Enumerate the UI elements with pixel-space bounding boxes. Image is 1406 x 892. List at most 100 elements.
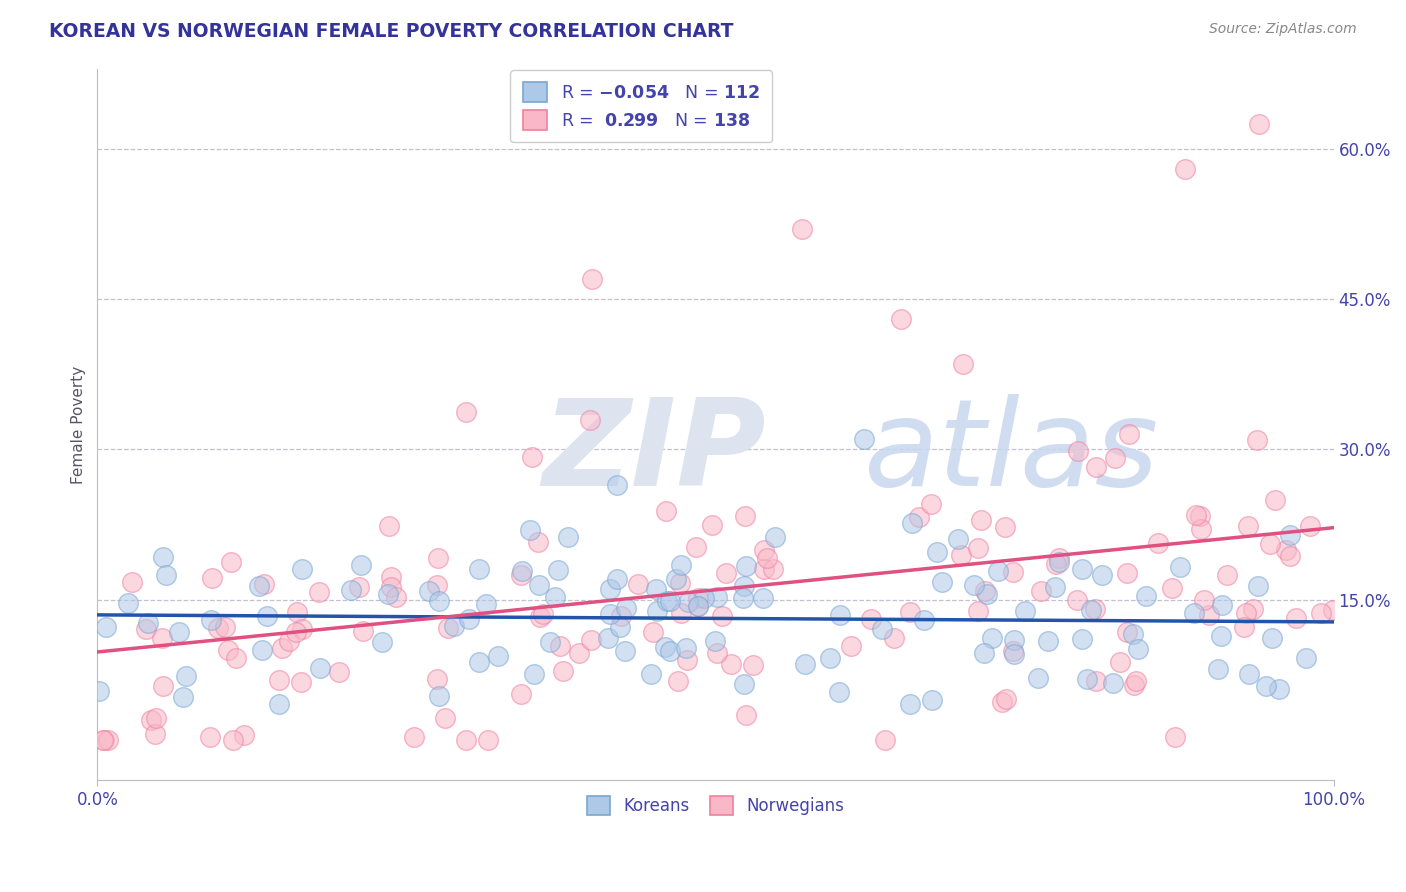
Point bbox=[1310, 606, 1333, 620]
Point bbox=[688, 599, 710, 614]
Point bbox=[214, 620, 236, 634]
Point bbox=[93, 733, 115, 747]
Point bbox=[222, 733, 245, 747]
Point bbox=[285, 625, 308, 640]
Point bbox=[693, 591, 716, 606]
Point bbox=[908, 510, 931, 524]
Point bbox=[925, 545, 948, 559]
Point bbox=[931, 575, 953, 590]
Point bbox=[96, 620, 118, 634]
Point bbox=[606, 477, 628, 491]
Point bbox=[270, 640, 292, 655]
Point bbox=[1045, 580, 1067, 594]
Point bbox=[921, 693, 943, 707]
Point bbox=[1049, 555, 1071, 569]
Point bbox=[1233, 619, 1256, 633]
Point bbox=[1267, 681, 1289, 696]
Point bbox=[658, 594, 681, 608]
Point bbox=[685, 540, 707, 554]
Point bbox=[994, 692, 1017, 706]
Text: atlas: atlas bbox=[863, 394, 1159, 511]
Point bbox=[668, 576, 690, 591]
Point bbox=[1125, 673, 1147, 688]
Point bbox=[217, 642, 239, 657]
Point bbox=[665, 573, 688, 587]
Point bbox=[1322, 602, 1344, 616]
Point bbox=[655, 594, 678, 608]
Point bbox=[200, 613, 222, 627]
Point bbox=[973, 646, 995, 660]
Point bbox=[1164, 731, 1187, 745]
Point bbox=[269, 673, 291, 687]
Point bbox=[883, 632, 905, 646]
Point bbox=[285, 605, 308, 619]
Point bbox=[1071, 561, 1094, 575]
Point bbox=[710, 608, 733, 623]
Point bbox=[1216, 567, 1239, 582]
Point bbox=[454, 405, 477, 419]
Point bbox=[987, 564, 1010, 578]
Point bbox=[920, 497, 942, 511]
Point bbox=[658, 644, 681, 658]
Point bbox=[477, 733, 499, 747]
Point bbox=[172, 690, 194, 705]
Point bbox=[1085, 460, 1108, 475]
Point bbox=[427, 593, 450, 607]
Point bbox=[531, 607, 554, 621]
Point bbox=[377, 587, 399, 601]
Point bbox=[1247, 579, 1270, 593]
Point bbox=[794, 657, 817, 671]
Point bbox=[754, 542, 776, 557]
Point bbox=[527, 578, 550, 592]
Point bbox=[474, 597, 496, 611]
Point bbox=[1192, 592, 1215, 607]
Point bbox=[640, 667, 662, 681]
Point bbox=[1198, 607, 1220, 622]
Point bbox=[426, 578, 449, 592]
Point bbox=[645, 603, 668, 617]
Point bbox=[818, 650, 841, 665]
Point bbox=[155, 567, 177, 582]
Point bbox=[167, 624, 190, 639]
Point bbox=[720, 657, 742, 672]
Point bbox=[1211, 598, 1233, 612]
Point bbox=[1076, 672, 1098, 686]
Point bbox=[1080, 603, 1102, 617]
Point bbox=[426, 672, 449, 686]
Point bbox=[557, 529, 579, 543]
Point bbox=[152, 549, 174, 564]
Point bbox=[752, 561, 775, 575]
Point bbox=[1122, 627, 1144, 641]
Point bbox=[1249, 117, 1271, 131]
Point bbox=[714, 566, 737, 581]
Point bbox=[870, 622, 893, 636]
Point bbox=[994, 520, 1017, 534]
Point bbox=[468, 562, 491, 576]
Point bbox=[250, 643, 273, 657]
Point bbox=[912, 613, 935, 627]
Point bbox=[371, 635, 394, 649]
Point bbox=[1091, 568, 1114, 582]
Point bbox=[946, 533, 969, 547]
Point bbox=[548, 640, 571, 654]
Point bbox=[973, 583, 995, 598]
Point bbox=[1026, 671, 1049, 685]
Point bbox=[1001, 565, 1024, 579]
Point bbox=[269, 698, 291, 712]
Point bbox=[980, 631, 1002, 645]
Point bbox=[457, 612, 479, 626]
Point bbox=[1246, 433, 1268, 447]
Point bbox=[733, 591, 755, 605]
Point bbox=[579, 413, 602, 427]
Point bbox=[581, 272, 603, 286]
Point bbox=[290, 675, 312, 690]
Point bbox=[527, 534, 550, 549]
Point bbox=[1299, 519, 1322, 533]
Point bbox=[852, 433, 875, 447]
Point bbox=[233, 728, 256, 742]
Text: KOREAN VS NORWEGIAN FEMALE POVERTY CORRELATION CHART: KOREAN VS NORWEGIAN FEMALE POVERTY CORRE… bbox=[49, 22, 734, 41]
Point bbox=[547, 563, 569, 577]
Point bbox=[152, 679, 174, 693]
Point bbox=[1285, 611, 1308, 625]
Point bbox=[291, 622, 314, 636]
